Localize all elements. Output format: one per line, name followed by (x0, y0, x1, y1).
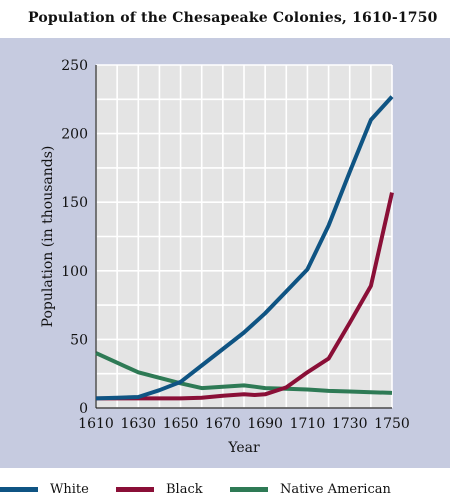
y-tick-label: 250 (61, 58, 88, 74)
legend-label-white: White (50, 482, 89, 497)
legend-item-black: Black (116, 482, 203, 497)
legend-swatch-native-american (230, 487, 268, 492)
chart-title: Population of the Chesapeake Colonies, 1… (28, 10, 438, 26)
legend-swatch-black (116, 487, 154, 492)
series-line-native-american (95, 351, 393, 395)
x-tick-label: 1610 (78, 416, 114, 432)
y-tick-label: 150 (61, 195, 88, 211)
legend-item-native-american: Native American (230, 482, 391, 497)
x-tick-label: 1650 (163, 416, 199, 432)
series-lines (95, 95, 394, 401)
y-tick-label: 50 (70, 332, 88, 348)
x-tick-label: 1750 (374, 416, 410, 432)
x-tick-label: 1630 (120, 416, 156, 432)
legend-swatch-white (0, 487, 38, 492)
x-tick-label: 1670 (205, 416, 241, 432)
y-axis-label: Population (in thousands) (40, 146, 56, 328)
legend-item-white: White (0, 482, 89, 497)
legend: White Black Native American (0, 480, 450, 500)
x-tick-label: 1690 (247, 416, 283, 432)
series-line-white (95, 95, 394, 401)
y-tick-label: 100 (61, 264, 88, 280)
legend-label-native-american: Native American (280, 482, 391, 497)
line-chart: 0 50 100 150 200 250 1610 1630 1650 1670 1690 1710 1… (40, 58, 410, 456)
series-line-black (96, 192, 394, 401)
y-tick-label: 200 (61, 127, 88, 143)
x-tick-label: 1730 (332, 416, 368, 432)
axis-ticks: 0 50 100 150 200 250 1610 1630 1650 1670 1690 1710 1… (61, 58, 410, 432)
grid-lines (95, 64, 393, 409)
legend-label-black: Black (166, 482, 203, 497)
y-tick-label: 0 (79, 401, 88, 417)
chart-panel: 0 50 100 150 200 250 1610 1630 1650 1670 1690 1710 1… (0, 38, 450, 468)
x-axis-label: Year (227, 440, 260, 456)
x-tick-label: 1710 (290, 416, 326, 432)
